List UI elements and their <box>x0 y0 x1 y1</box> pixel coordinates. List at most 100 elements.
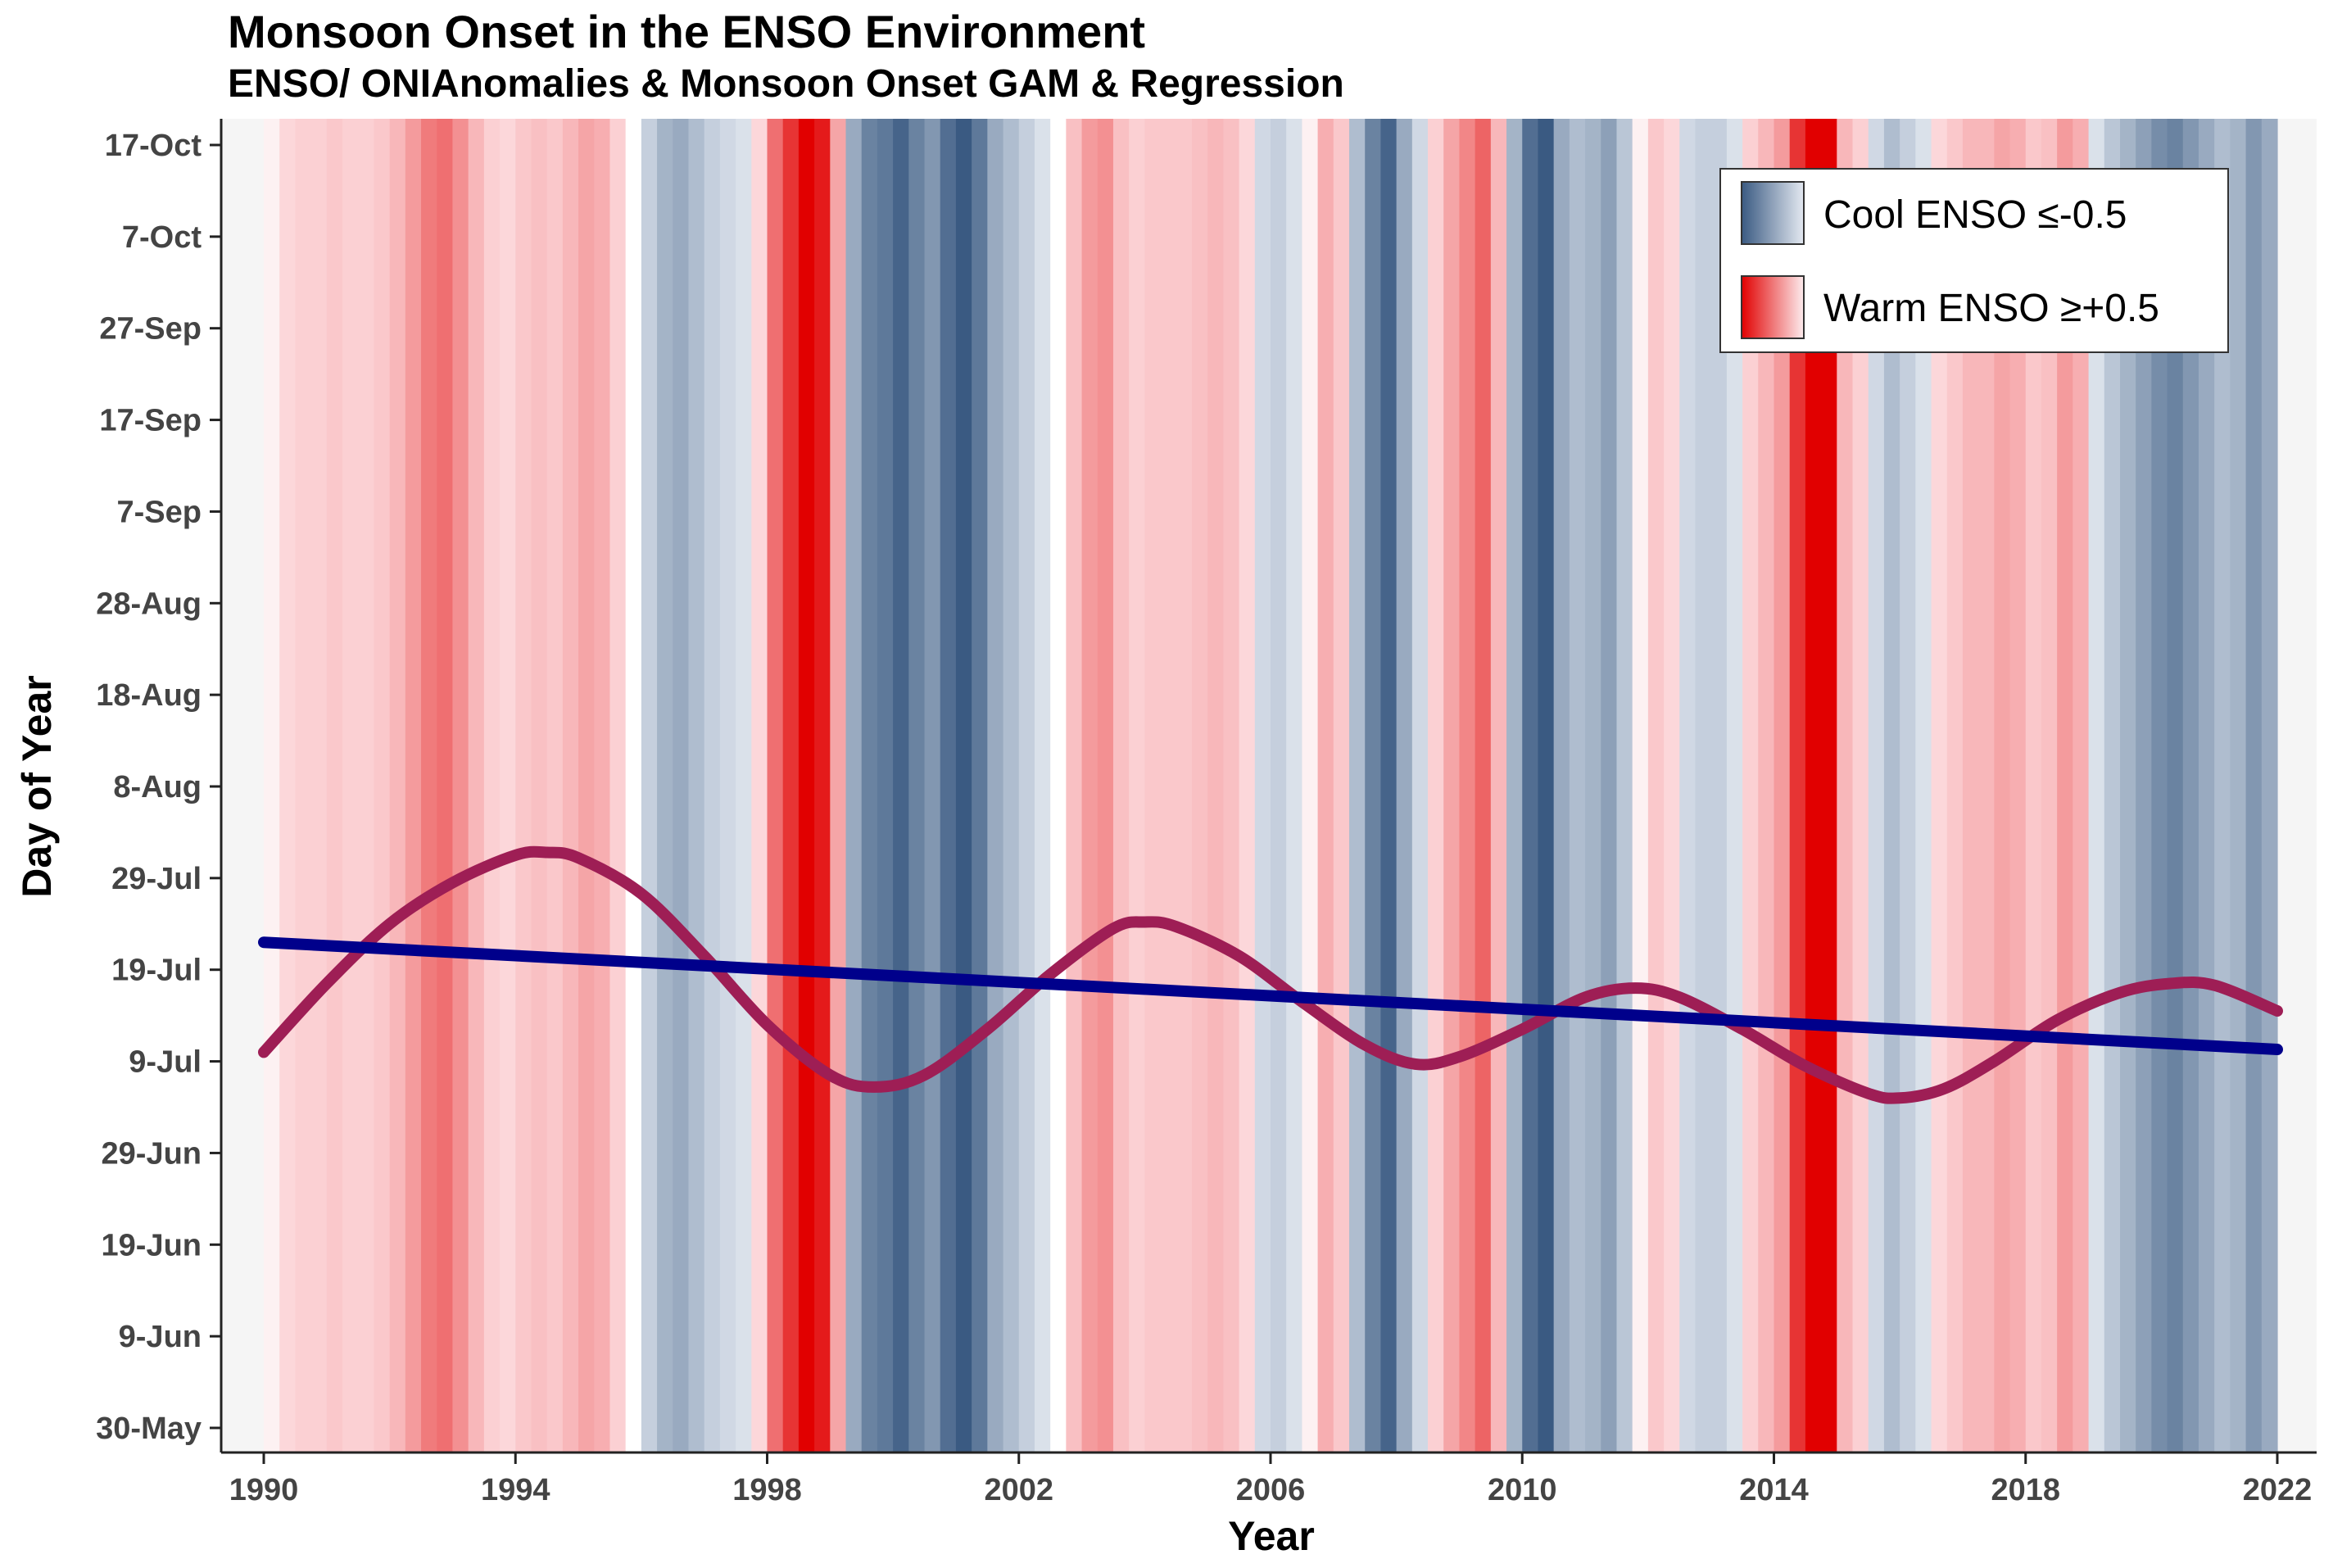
enso-stripe <box>1018 119 1035 1452</box>
series-line-gam <box>258 845 2283 1104</box>
enso-stripe <box>2198 119 2215 1452</box>
enso-stripe <box>767 119 784 1452</box>
enso-stripe <box>1962 119 1979 1452</box>
enso-stripe <box>2230 119 2247 1452</box>
y-tick-label: 30-May <box>96 1412 202 1446</box>
enso-stripe <box>405 119 422 1452</box>
enso-stripe <box>1286 119 1302 1452</box>
chart-title: Monsoon Onset in the ENSO Environment <box>228 6 1145 57</box>
y-axis-title: Day of Year <box>14 675 60 897</box>
legend-box <box>1719 168 2229 353</box>
enso-stripe <box>1978 119 1995 1452</box>
x-tick-label: 1998 <box>732 1473 802 1507</box>
enso-stripe <box>1475 119 1492 1452</box>
x-tick-label: 1994 <box>481 1473 550 1507</box>
enso-stripe <box>1129 119 1145 1452</box>
legend-label-cool: Cool ENSO ≤-0.5 <box>1823 193 2127 237</box>
enso-stripe <box>500 119 516 1452</box>
enso-stripe <box>1553 119 1570 1452</box>
enso-stripe <box>2151 119 2168 1452</box>
enso-stripe <box>1647 119 1665 1452</box>
enso-stripe <box>1207 119 1224 1452</box>
enso-stripe <box>641 119 658 1452</box>
enso-stripe <box>1317 119 1334 1452</box>
enso-stripe <box>374 119 391 1452</box>
enso-stripe <box>578 119 595 1452</box>
y-tick-label: 8-Aug <box>113 770 202 804</box>
enso-stripe <box>908 119 926 1452</box>
enso-stripe <box>531 119 548 1452</box>
y-tick-label: 29-Jun <box>102 1136 202 1171</box>
enso-stripe <box>1003 119 1020 1452</box>
enso-stripe <box>1742 119 1759 1452</box>
enso-stripe <box>1081 119 1099 1452</box>
enso-stripe <box>1915 119 1932 1452</box>
enso-stripe <box>2009 119 2027 1452</box>
enso-stripe <box>1569 119 1586 1452</box>
enso-stripe <box>877 119 894 1452</box>
y-tick-label: 28-Aug <box>96 587 202 621</box>
enso-stripe <box>2136 119 2152 1452</box>
enso-stripe <box>609 119 627 1452</box>
legend-swatch-warm <box>1741 275 1805 339</box>
enso-stripe <box>924 119 941 1452</box>
enso-stripe <box>1837 119 1854 1452</box>
y-tick-label: 27-Sep <box>99 312 202 347</box>
enso-stripe <box>1411 119 1429 1452</box>
y-tick-label: 29-Jul <box>111 862 202 896</box>
enso-stripe <box>594 119 611 1452</box>
series-layer <box>258 845 2283 1104</box>
enso-stripe <box>1664 119 1680 1452</box>
enso-stripe <box>782 119 800 1452</box>
x-tick-label: 2002 <box>984 1473 1053 1507</box>
x-tick-label: 2022 <box>2243 1473 2313 1507</box>
enso-stripe <box>751 119 768 1452</box>
enso-stripe <box>421 119 437 1452</box>
enso-stripe <box>719 119 736 1452</box>
enso-stripe <box>1585 119 1601 1452</box>
enso-stripe <box>1380 119 1398 1452</box>
enso-stripe <box>845 119 863 1452</box>
enso-stripe <box>1144 119 1162 1452</box>
x-tick-label: 1990 <box>229 1473 299 1507</box>
enso-stripe <box>893 119 909 1452</box>
enso-stripe <box>673 119 690 1452</box>
enso-stripe <box>515 119 532 1452</box>
enso-stripe <box>1789 119 1806 1452</box>
enso-stripe <box>2057 119 2073 1452</box>
enso-stripe <box>1459 119 1476 1452</box>
y-tick-label: 17-Sep <box>99 404 202 438</box>
enso-stripe <box>2025 119 2042 1452</box>
series-line-regression <box>258 936 2283 1055</box>
enso-stripe <box>1223 119 1240 1452</box>
legend-label-warm: Warm ENSO ≥+0.5 <box>1823 287 2159 330</box>
enso-stripe <box>1695 119 1712 1452</box>
enso-stripe <box>2167 119 2184 1452</box>
enso-stripe <box>830 119 847 1452</box>
enso-stripe <box>437 119 454 1452</box>
x-axis: 1990 1994 1998 2002 2006 2010 2014 2018 2022 <box>229 1452 2313 1507</box>
enso-stripe <box>2073 119 2090 1452</box>
enso-stripe <box>468 119 485 1452</box>
enso-stripes <box>264 119 2278 1452</box>
enso-stripe <box>1758 119 1775 1452</box>
enso-stripe <box>1994 119 2011 1452</box>
enso-stripe <box>279 119 296 1452</box>
enso-stripe <box>1176 119 1193 1452</box>
enso-stripe <box>1883 119 1900 1452</box>
enso-stripe <box>814 119 831 1452</box>
enso-stripe <box>1066 119 1083 1452</box>
enso-stripe <box>326 119 343 1452</box>
enso-stripe <box>1271 119 1287 1452</box>
enso-stripe <box>1601 119 1618 1452</box>
enso-stripe <box>1931 119 1948 1452</box>
enso-stripe <box>736 119 752 1452</box>
x-tick-label: 2006 <box>1236 1473 1306 1507</box>
enso-stripe <box>342 119 359 1452</box>
enso-stripe <box>1538 119 1555 1452</box>
enso-stripe <box>987 119 1004 1452</box>
enso-stripe <box>295 119 312 1452</box>
enso-stripe <box>2041 119 2058 1452</box>
enso-stripe <box>1616 119 1633 1452</box>
